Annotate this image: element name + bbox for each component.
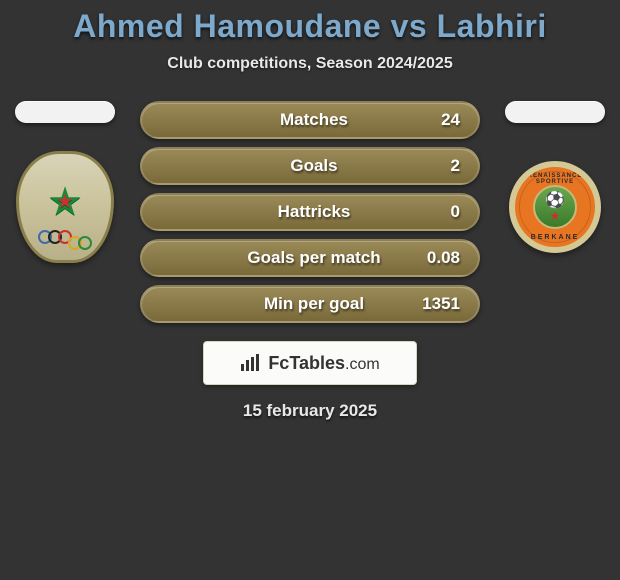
crest-inner-icon xyxy=(533,185,577,229)
stats-column: Matches 24 Goals 2 Hattricks 0 Goals per… xyxy=(140,101,480,323)
star-icon: ★ xyxy=(47,182,83,222)
stat-row-matches: Matches 24 xyxy=(140,101,480,139)
stat-label: Hattricks xyxy=(156,202,412,222)
stat-value: 0 xyxy=(412,202,460,222)
stat-value: 2 xyxy=(412,156,460,176)
stat-label: Matches xyxy=(156,110,412,130)
source-logo[interactable]: FcTables.com xyxy=(203,341,417,385)
main-row: ★ Matches 24 Goals 2 Hattricks 0 xyxy=(0,101,620,323)
logo-text: FcTables.com xyxy=(268,353,379,374)
logo-brand: FcTables xyxy=(268,353,345,373)
date-label: 15 february 2025 xyxy=(0,401,620,421)
subtitle: Club competitions, Season 2024/2025 xyxy=(0,55,620,73)
stat-row-goals-per-match: Goals per match 0.08 xyxy=(140,239,480,277)
stat-label: Goals xyxy=(156,156,412,176)
logo-suffix: .com xyxy=(345,356,380,373)
stat-value: 1351 xyxy=(412,294,460,314)
crest-shield-icon: ★ xyxy=(16,151,114,263)
stat-value: 24 xyxy=(412,110,460,130)
stat-row-goals: Goals 2 xyxy=(140,147,480,185)
stat-value: 0.08 xyxy=(412,248,460,268)
stat-label: Goals per match xyxy=(156,248,412,268)
stat-label: Min per goal xyxy=(156,294,412,314)
right-team-crest: RENAISSANCE SPORTIVE BERKANE xyxy=(509,161,601,253)
crest-text-bottom: BERKANE xyxy=(515,234,595,241)
stat-row-hattricks: Hattricks 0 xyxy=(140,193,480,231)
crest-text-top: RENAISSANCE SPORTIVE xyxy=(515,173,595,185)
left-side: ★ xyxy=(10,101,120,281)
left-team-crest: ★ xyxy=(16,151,114,281)
olympic-rings-icon xyxy=(40,230,90,250)
page-title: Ahmed Hamoudane vs Labhiri xyxy=(0,8,620,45)
bar-chart-icon xyxy=(240,354,262,372)
left-pill xyxy=(15,101,115,123)
comparison-card: Ahmed Hamoudane vs Labhiri Club competit… xyxy=(0,0,620,421)
right-side: RENAISSANCE SPORTIVE BERKANE xyxy=(500,101,610,253)
right-pill xyxy=(505,101,605,123)
stat-row-min-per-goal: Min per goal 1351 xyxy=(140,285,480,323)
